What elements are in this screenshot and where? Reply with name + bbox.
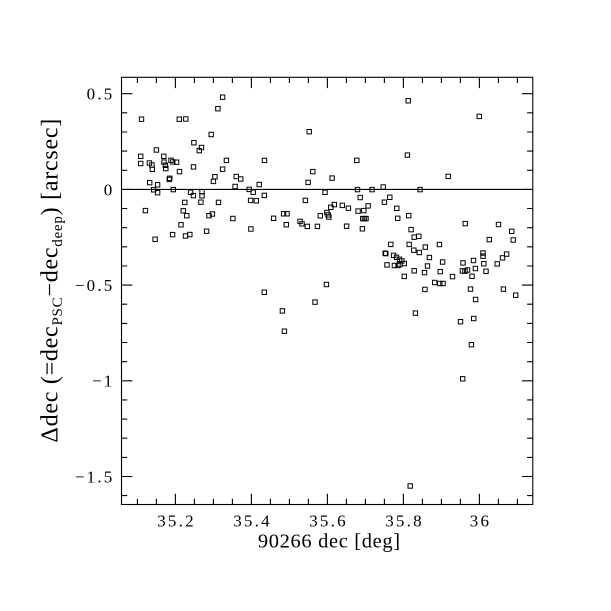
svg-text:0: 0 [104,180,115,199]
svg-text:−1: −1 [92,372,115,391]
svg-text:35.8: 35.8 [385,512,424,531]
svg-text:−1.5: −1.5 [75,467,115,486]
svg-text:Δdec (=decPSC−decdeep) [arcsec: Δdec (=decPSC−decdeep) [arcsec] [38,118,67,443]
svg-text:35.4: 35.4 [233,512,272,531]
svg-text:35.2: 35.2 [157,512,196,531]
svg-text:90266 dec [deg]: 90266 dec [deg] [258,531,401,553]
svg-text:−0.5: −0.5 [75,276,115,295]
svg-text:0.5: 0.5 [87,85,115,104]
svg-text:36: 36 [470,512,491,531]
svg-text:35.6: 35.6 [309,512,348,531]
